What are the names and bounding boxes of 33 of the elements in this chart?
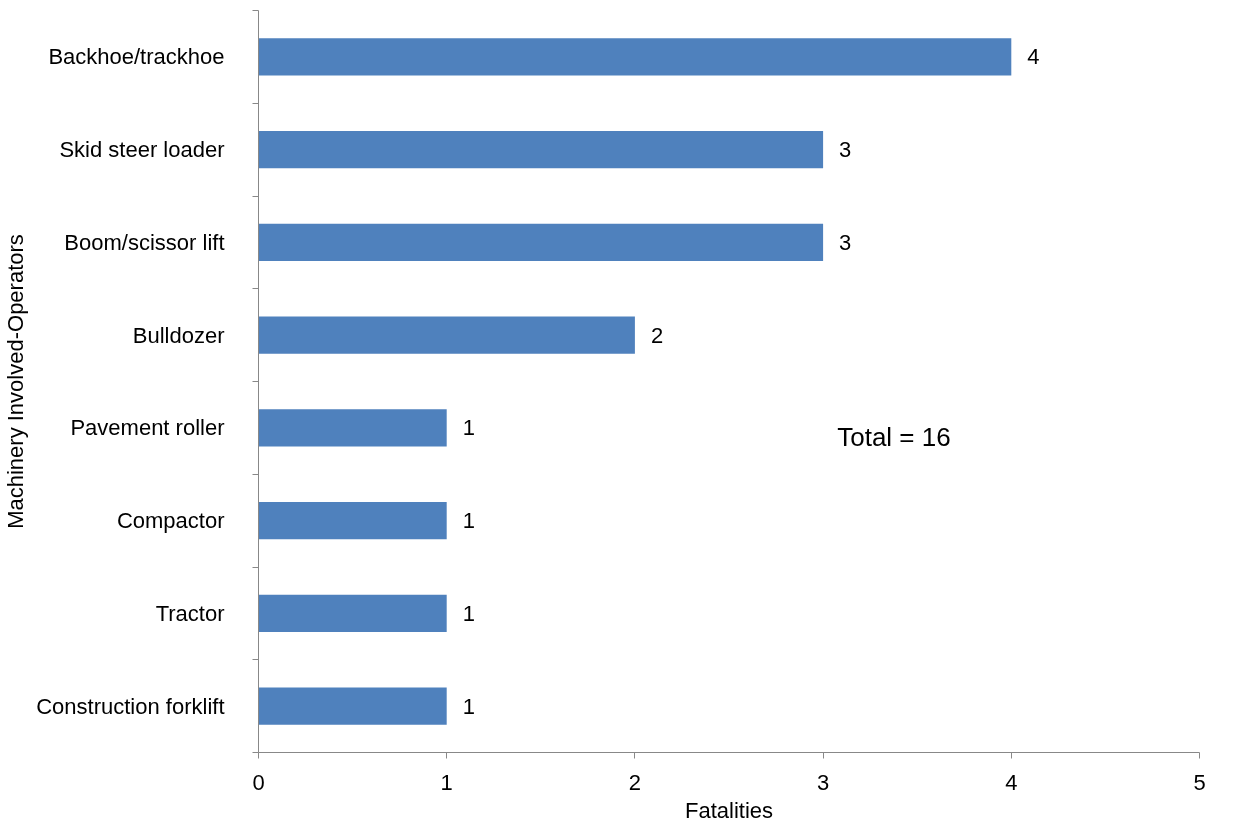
data-label: 2 bbox=[650, 322, 664, 348]
y-tick-label: Pavement roller bbox=[70, 415, 225, 441]
y-tick-label: Compactor bbox=[116, 508, 225, 534]
data-label: 1 bbox=[462, 508, 475, 534]
annotation: Total = 16 bbox=[837, 422, 951, 453]
x-tick-label: 5 bbox=[1193, 769, 1206, 795]
x-tick-label: 1 bbox=[440, 769, 453, 795]
x-tick-label: 0 bbox=[252, 769, 265, 795]
y-tick-label: Skid steer loader bbox=[59, 137, 225, 163]
x-tick-label: 2 bbox=[628, 769, 642, 795]
bar bbox=[258, 502, 447, 540]
data-label: 3 bbox=[839, 229, 852, 255]
data-label: 3 bbox=[839, 137, 852, 163]
bar bbox=[258, 687, 447, 725]
data-label: 4 bbox=[1027, 44, 1040, 70]
y-tick-label: Boom/scissor lift bbox=[64, 229, 225, 255]
y-tick-label: Backhoe/trackhoe bbox=[48, 44, 225, 70]
bar bbox=[258, 409, 447, 447]
data-label: 1 bbox=[462, 415, 475, 441]
y-tick-label: Construction forklift bbox=[36, 693, 225, 719]
x-tick-label: 3 bbox=[816, 769, 830, 795]
y-tick-label: Bulldozer bbox=[132, 322, 225, 348]
data-label: 1 bbox=[462, 600, 475, 626]
x-tick-label: 4 bbox=[1005, 769, 1018, 795]
bar bbox=[258, 131, 824, 169]
bar bbox=[258, 38, 1012, 76]
bar bbox=[258, 223, 824, 261]
y-tick-label: Tractor bbox=[155, 600, 225, 626]
data-label: 1 bbox=[462, 693, 475, 719]
x-axis-title: Fatalities bbox=[684, 797, 774, 823]
bar bbox=[258, 594, 447, 632]
bar bbox=[258, 316, 635, 354]
y-axis-title: Machinery Involved-Operators bbox=[3, 234, 29, 529]
